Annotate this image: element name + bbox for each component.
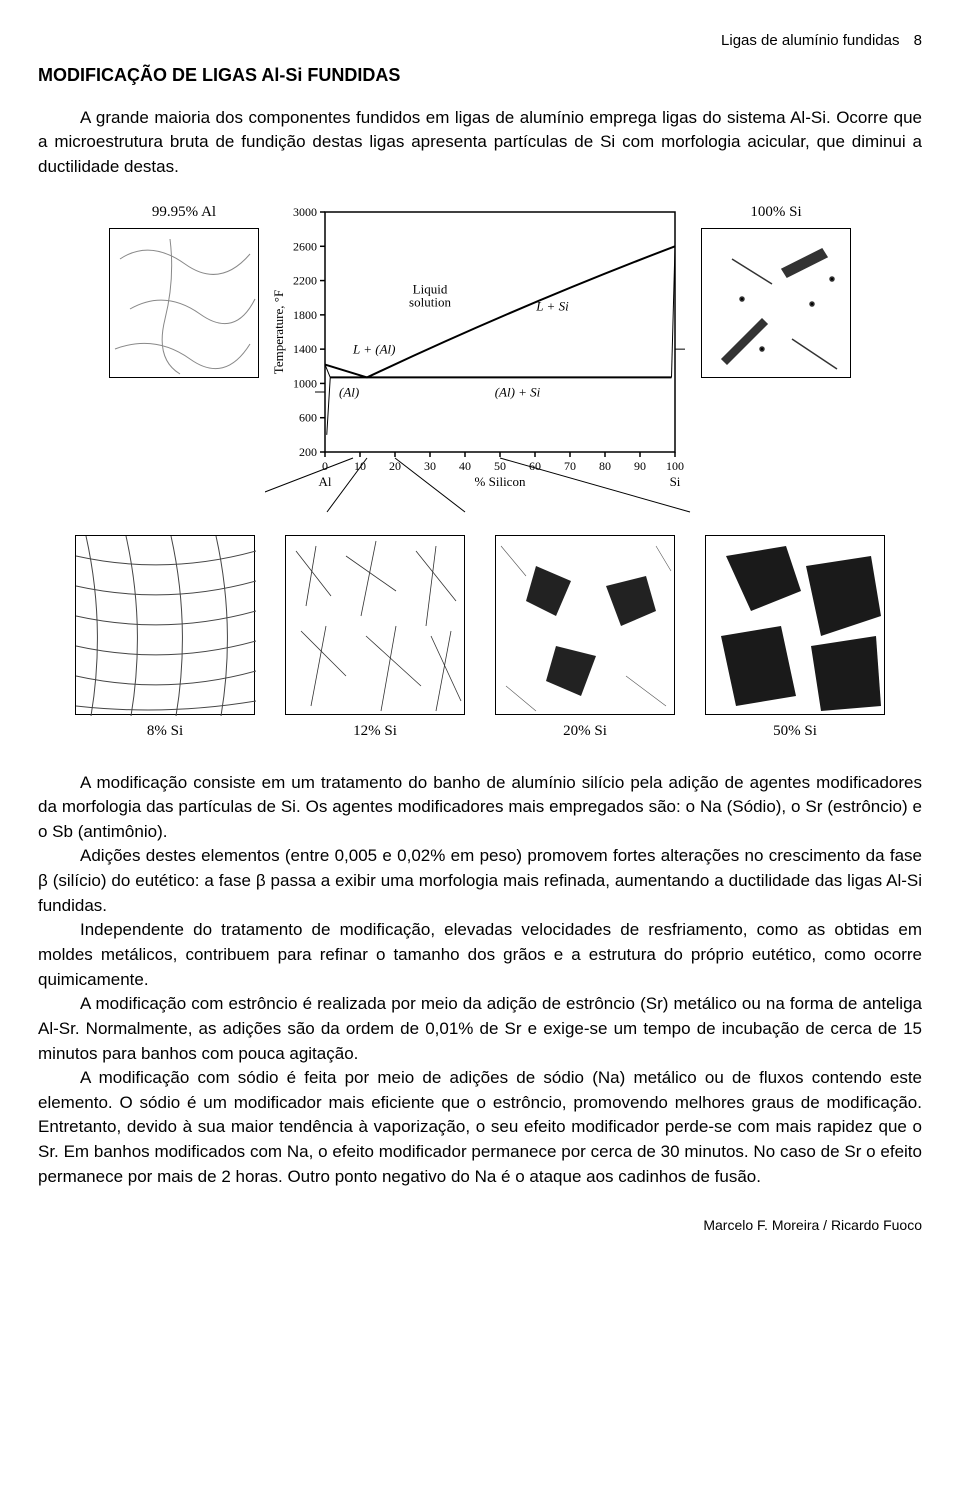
svg-text:1000: 1000 [293,376,317,390]
micrograph-si: 100% Si [701,202,851,378]
micrograph-al-label: 99.95% Al [152,202,216,224]
body-p3: Adições destes elementos (entre 0,005 e … [38,844,922,918]
phase-diagram-figure: 99.95% Al 200600100014001800220026003000… [38,202,922,743]
svg-text:2600: 2600 [293,239,317,253]
svg-text:50: 50 [494,459,506,473]
micrograph-si-image [701,228,851,378]
svg-text:Temperature, °F: Temperature, °F [271,290,286,374]
svg-text:200: 200 [299,445,317,459]
svg-text:L + Si: L + Si [535,298,569,313]
svg-text:solution: solution [409,294,451,309]
body-p5: A modificação com estrôncio é realizada … [38,992,922,1066]
micrograph-50si-image [705,535,885,715]
svg-text:40: 40 [459,459,471,473]
micrograph-12si: 12% Si [285,535,465,743]
svg-text:2200: 2200 [293,273,317,287]
svg-text:60: 60 [529,459,541,473]
body-p4: Independente do tratamento de modificaçã… [38,918,922,992]
svg-text:70: 70 [564,459,576,473]
svg-text:90: 90 [634,459,646,473]
micrograph-20si-label: 20% Si [563,721,607,743]
micrograph-50si: 50% Si [705,535,885,743]
body-p6: A modificação com sódio é feita por meio… [38,1066,922,1189]
figure-bottom-row: 8% Si 12% Si [38,535,922,743]
micrograph-12si-label: 12% Si [353,721,397,743]
svg-text:L + (Al): L + (Al) [352,341,395,356]
page-footer: Marcelo F. Moreira / Ricardo Fuoco [38,1215,922,1235]
micrograph-8si: 8% Si [75,535,255,743]
running-header: Ligas de alumínio fundidas 8 [38,30,922,52]
body-p2: A modificação consiste em um tratamento … [38,771,922,845]
svg-text:3000: 3000 [293,205,317,219]
svg-text:Si: Si [670,474,681,489]
micrograph-al-image [109,228,259,378]
section-heading: MODIFICAÇÃO DE LIGAS Al-Si FUNDIDAS [38,62,922,88]
svg-text:% Silicon: % Silicon [475,474,526,489]
svg-text:600: 600 [299,410,317,424]
svg-text:(Al) + Si: (Al) + Si [495,384,541,399]
page-number: 8 [914,32,922,49]
micrograph-8si-image [75,535,255,715]
micrograph-al: 99.95% Al [109,202,259,378]
figure-top-row: 99.95% Al 200600100014001800220026003000… [38,202,922,517]
micrograph-50si-label: 50% Si [773,721,817,743]
micrograph-20si-image [495,535,675,715]
svg-text:80: 80 [599,459,611,473]
intro-paragraph: A grande maioria dos componentes fundido… [38,106,922,180]
micrograph-12si-image [285,535,465,715]
svg-text:(Al): (Al) [339,384,359,399]
phase-diagram: 2006001000140018002200260030000102030405… [265,202,695,517]
micrograph-20si: 20% Si [495,535,675,743]
svg-text:1800: 1800 [293,308,317,322]
svg-text:1400: 1400 [293,342,317,356]
svg-text:Al: Al [319,474,332,489]
svg-text:0: 0 [322,459,328,473]
micrograph-8si-label: 8% Si [147,721,183,743]
phase-diagram-svg: 2006001000140018002200260030000102030405… [265,202,695,517]
micrograph-si-label: 100% Si [750,202,801,224]
running-title: Ligas de alumínio fundidas [721,32,899,49]
svg-text:100: 100 [666,459,684,473]
svg-text:30: 30 [424,459,436,473]
